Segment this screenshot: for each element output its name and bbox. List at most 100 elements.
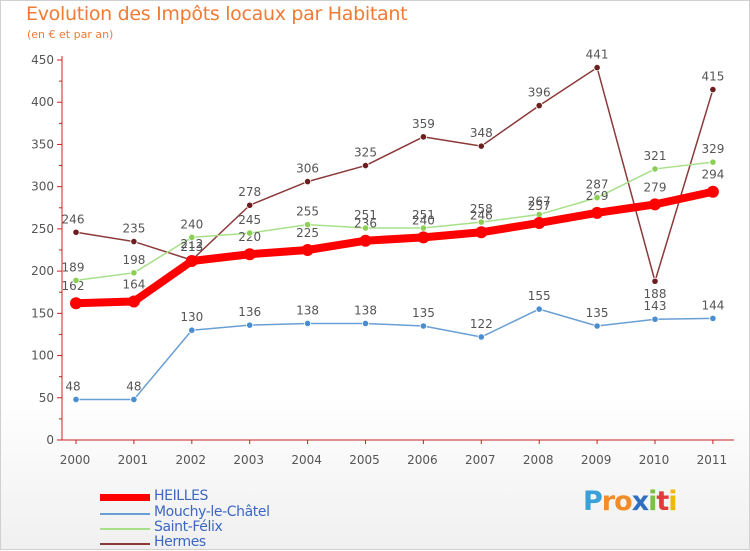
data-point (185, 254, 198, 267)
data-label: 122 (470, 317, 493, 331)
y-tick-label: 50 (39, 391, 54, 405)
data-point (130, 395, 138, 404)
series-line-2 (75, 161, 714, 282)
data-point (535, 102, 543, 110)
data-label: 240 (412, 213, 435, 227)
logo-letter: o (614, 486, 633, 517)
chart-subtitle: (en € et par an) (27, 28, 114, 41)
data-point (303, 178, 312, 186)
data-point (649, 198, 661, 211)
x-tick-label: 2010 (639, 453, 670, 467)
data-label: 245 (238, 213, 261, 227)
data-point (361, 319, 370, 328)
legend-label: Mouchy-le-Châtel (154, 504, 270, 520)
y-tick-label: 100 (31, 349, 54, 363)
data-point (188, 326, 196, 334)
data-label: 136 (238, 305, 261, 319)
data-label: 164 (122, 278, 145, 292)
data-label: 251 (412, 208, 435, 222)
y-tick-label: 150 (31, 306, 54, 320)
data-point (477, 333, 485, 341)
legend-label: Saint-Félix (154, 519, 223, 535)
x-tick-label: 2008 (523, 453, 554, 467)
data-point (130, 237, 138, 246)
data-point (246, 229, 254, 237)
data-point (127, 295, 140, 308)
data-point (709, 314, 717, 322)
data-label: 359 (412, 117, 435, 131)
data-point (72, 228, 80, 236)
data-point (361, 224, 370, 232)
data-label: 138 (296, 303, 319, 317)
data-point (243, 248, 256, 261)
data-label: 135 (412, 306, 435, 320)
data-point (246, 321, 254, 329)
x-tick-label: 2006 (407, 453, 438, 467)
y-tick-label: 400 (31, 95, 54, 109)
data-label: 240 (180, 217, 203, 231)
line-chart: 0 50 100 150 200 250 300 350 400 450 2000 2001 2002 2… (31, 48, 734, 467)
data-point (709, 158, 717, 166)
data-point (477, 142, 485, 150)
x-tick-label: 2007 (465, 453, 496, 467)
data-label: 257 (528, 199, 551, 213)
data-point (593, 322, 601, 330)
data-label: 235 (122, 222, 145, 236)
data-label: 213 (180, 240, 203, 254)
data-label: 441 (586, 48, 609, 62)
data-label: 135 (586, 306, 609, 320)
data-point (246, 201, 254, 209)
data-label: 189 (62, 260, 85, 274)
logo-letter: i (668, 486, 677, 517)
data-label: 278 (238, 185, 261, 199)
data-label: 143 (644, 299, 667, 313)
data-point (591, 206, 604, 219)
data-point (477, 218, 485, 226)
data-point (706, 185, 719, 198)
y-tick-label: 250 (31, 222, 54, 236)
data-point (359, 234, 372, 247)
data-label: 48 (65, 379, 80, 393)
data-point (419, 322, 427, 330)
logo-letter: t (656, 486, 669, 517)
data-point (303, 221, 312, 229)
x-tick-label: 2001 (118, 453, 149, 467)
data-label: 321 (644, 149, 667, 163)
data-label: 188 (644, 287, 667, 301)
y-tick-label: 350 (31, 137, 54, 151)
data-label: 236 (354, 217, 377, 231)
data-label: 306 (296, 162, 319, 176)
data-label: 396 (528, 86, 551, 100)
data-point (535, 305, 543, 313)
data-point (70, 297, 82, 310)
data-label: 48 (126, 379, 141, 393)
data-label: 279 (644, 180, 667, 194)
data-point (593, 64, 601, 72)
legend-swatch (100, 528, 150, 530)
data-point (301, 244, 314, 256)
legend-label: HEILLES (154, 488, 209, 504)
x-tick-label: 2004 (291, 453, 322, 467)
y-tick-label: 0 (46, 433, 54, 447)
data-label: 325 (354, 146, 377, 160)
data-point (130, 269, 138, 277)
data-point (188, 233, 196, 241)
x-tick-label: 2002 (176, 453, 207, 467)
series-line-1 (75, 308, 714, 401)
data-point (303, 319, 312, 328)
logo-letter: i (648, 486, 657, 517)
data-point (72, 276, 80, 284)
legend-swatch (100, 513, 150, 515)
data-point (417, 231, 430, 244)
data-label: 138 (354, 303, 377, 317)
data-label: 155 (528, 289, 551, 303)
data-point (475, 226, 488, 239)
series-line-0 (72, 187, 717, 308)
data-point (651, 315, 659, 323)
data-point (419, 224, 427, 232)
y-tick-label: 300 (31, 180, 54, 194)
y-tick-label: 200 (31, 264, 54, 278)
x-tick-label: 2009 (581, 453, 612, 467)
data-label: 258 (470, 202, 493, 216)
